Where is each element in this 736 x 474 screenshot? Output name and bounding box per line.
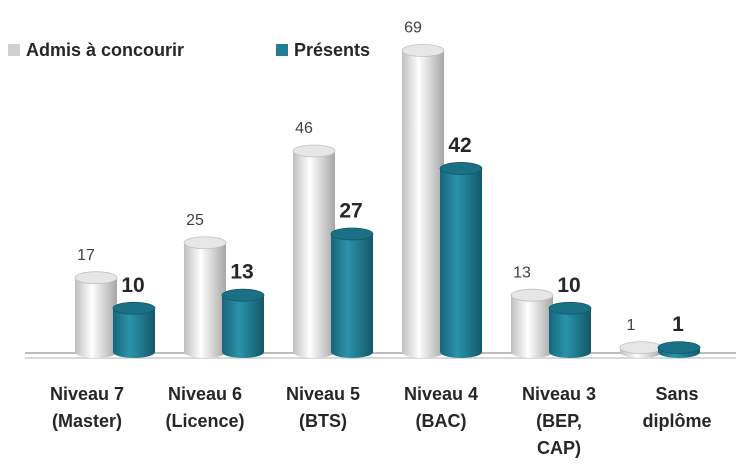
bar-bottom [511,346,553,358]
bar-bottom [293,346,335,358]
bar-body [440,168,482,352]
value-label: 1 [627,317,636,334]
bar [112,301,156,358]
bar-top [221,288,265,302]
bar-body [549,308,591,352]
bar [657,341,701,358]
bar [548,301,592,358]
bar-top [401,44,445,57]
bar-body [113,308,155,352]
bar-body [402,50,444,352]
value-label: 25 [186,212,204,229]
bar-bottom [222,346,264,358]
x-tick-label: Niveau 4 (BAC) [404,384,478,431]
bar-top [292,144,336,158]
value-label: 10 [121,274,144,297]
value-label: 13 [230,261,253,284]
bar [74,271,118,358]
bar-top [657,341,701,355]
bar-bottom [440,346,482,358]
value-label: 42 [448,134,471,157]
bar-bottom [549,346,591,358]
bar-bottom [331,346,373,358]
value-label: 46 [295,120,313,137]
bar [401,44,445,358]
bar-body [511,295,553,352]
x-tick-label: Niveau 3 (BEP, CAP) [522,384,596,458]
value-label: 1 [672,313,684,336]
x-tick-label: Sans diplôme [642,384,711,431]
x-tick-label: Niveau 5 (BTS) [286,384,360,431]
bar-bottom [184,346,226,358]
x-tick-label: Niveau 6 (Licence) [165,384,244,431]
legend-swatch [8,44,20,56]
legend-label: Présents [294,40,370,60]
legend-swatch [276,44,288,56]
bar-body [222,295,264,352]
bar [292,144,336,358]
bar-top [510,288,554,302]
bar [183,236,227,358]
bar-top [619,341,663,355]
value-label: 10 [557,274,580,297]
bar-body [331,234,373,352]
bar-bottom [75,346,117,358]
value-label: 17 [77,247,95,264]
bar-top [183,236,227,250]
bar-body [293,150,335,352]
bar-body [184,242,226,352]
bar [439,162,483,358]
bar-bottom [113,346,155,358]
bar [619,341,663,358]
bar-top [548,301,592,315]
value-label: 13 [513,264,531,281]
bar [221,288,265,358]
bar-top [330,227,374,241]
value-label: 69 [404,20,422,37]
x-tick-label: Niveau 7 (Master) [50,384,124,431]
bar-top [439,162,483,175]
bar-top [112,301,156,315]
bar-bottom [402,346,444,358]
bar-body [75,277,117,352]
legend-label: Admis à concourir [26,40,184,60]
bar [330,227,374,358]
value-label: 27 [339,200,362,223]
bar-top [74,271,118,285]
bar [510,288,554,358]
